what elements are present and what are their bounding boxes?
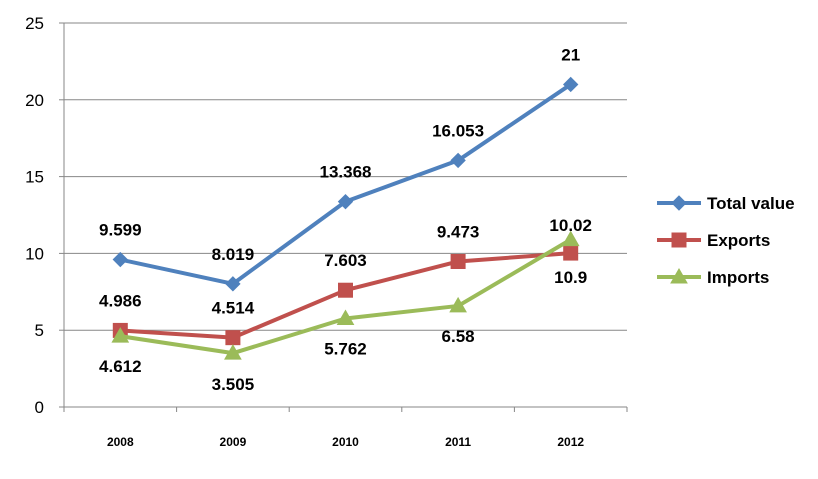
y-tick-label: 10: [25, 244, 44, 263]
data-label-exports-2008: 4.986: [99, 291, 142, 310]
data-label-total-value-2011: 16.053: [432, 121, 484, 140]
data-point-imports-2012: [561, 230, 580, 247]
data-label-imports-2011: 6.58: [442, 327, 475, 346]
data-label-imports-2008: 4.612: [99, 357, 142, 376]
data-label-imports-2010: 5.762: [324, 339, 367, 358]
data-point-imports-2011: [449, 296, 467, 313]
data-labels-group: 9.599 8.019 13.368 16.053 21 4.986 4.514 7.603 9…: [99, 45, 592, 394]
data-point-total-value-2012: [562, 76, 579, 93]
y-tick-label: 25: [25, 14, 44, 33]
y-tick-labels: 0 5 10 15 20 25: [25, 14, 44, 417]
gridlines: [64, 22, 627, 331]
data-point-total-value-2010: [337, 193, 354, 210]
data-label-exports-2012: 10.02: [549, 216, 592, 235]
axes: [59, 22, 628, 412]
x-tick-label-2008: 2008: [107, 435, 134, 449]
data-point-imports-2010: [336, 309, 355, 325]
data-label-imports-2009: 3.505: [212, 375, 255, 394]
data-label-total-value-2012: 21: [561, 45, 580, 64]
data-point-exports-2010: [338, 282, 353, 298]
y-tick-label: 15: [25, 168, 44, 187]
data-label-exports-2011: 9.473: [437, 222, 480, 241]
legend-marker-total-value: [671, 195, 687, 211]
legend-label-exports: Exports: [707, 231, 770, 250]
series-group: [111, 76, 580, 360]
data-point-imports-2008: [111, 327, 130, 343]
x-tick-label-2012: 2012: [557, 435, 584, 449]
data-label-exports-2010: 7.603: [324, 251, 367, 270]
y-tick-label: 0: [35, 398, 44, 417]
legend: Total value Exports Imports: [657, 194, 795, 287]
data-label-total-value-2009: 8.019: [212, 245, 255, 264]
data-label-total-value-2010: 13.368: [320, 163, 372, 182]
legend-label-imports: Imports: [707, 268, 769, 287]
data-point-total-value-2009: [225, 276, 241, 292]
data-point-total-value-2011: [450, 152, 466, 169]
legend-marker-exports: [671, 232, 687, 248]
data-point-exports-2009: [225, 330, 241, 346]
data-point-total-value-2008: [112, 251, 129, 268]
data-label-imports-2012: 10.9: [554, 268, 587, 287]
y-tick-label: 20: [25, 91, 44, 110]
data-label-total-value-2008: 9.599: [99, 221, 142, 240]
y-tick-label: 5: [35, 321, 44, 340]
data-point-imports-2009: [224, 344, 242, 360]
legend-marker-imports: [670, 267, 688, 284]
x-tick-labels: 2008 2009 2010 2011 2012: [107, 435, 584, 449]
data-label-exports-2009: 4.514: [212, 299, 255, 318]
legend-label-total-value: Total value: [707, 194, 795, 213]
x-tick-label-2010: 2010: [332, 435, 359, 449]
x-tick-label-2009: 2009: [220, 435, 247, 449]
x-tick-label-2011: 2011: [445, 435, 471, 449]
data-point-exports-2011: [450, 253, 466, 269]
data-point-exports-2012: [563, 245, 579, 261]
